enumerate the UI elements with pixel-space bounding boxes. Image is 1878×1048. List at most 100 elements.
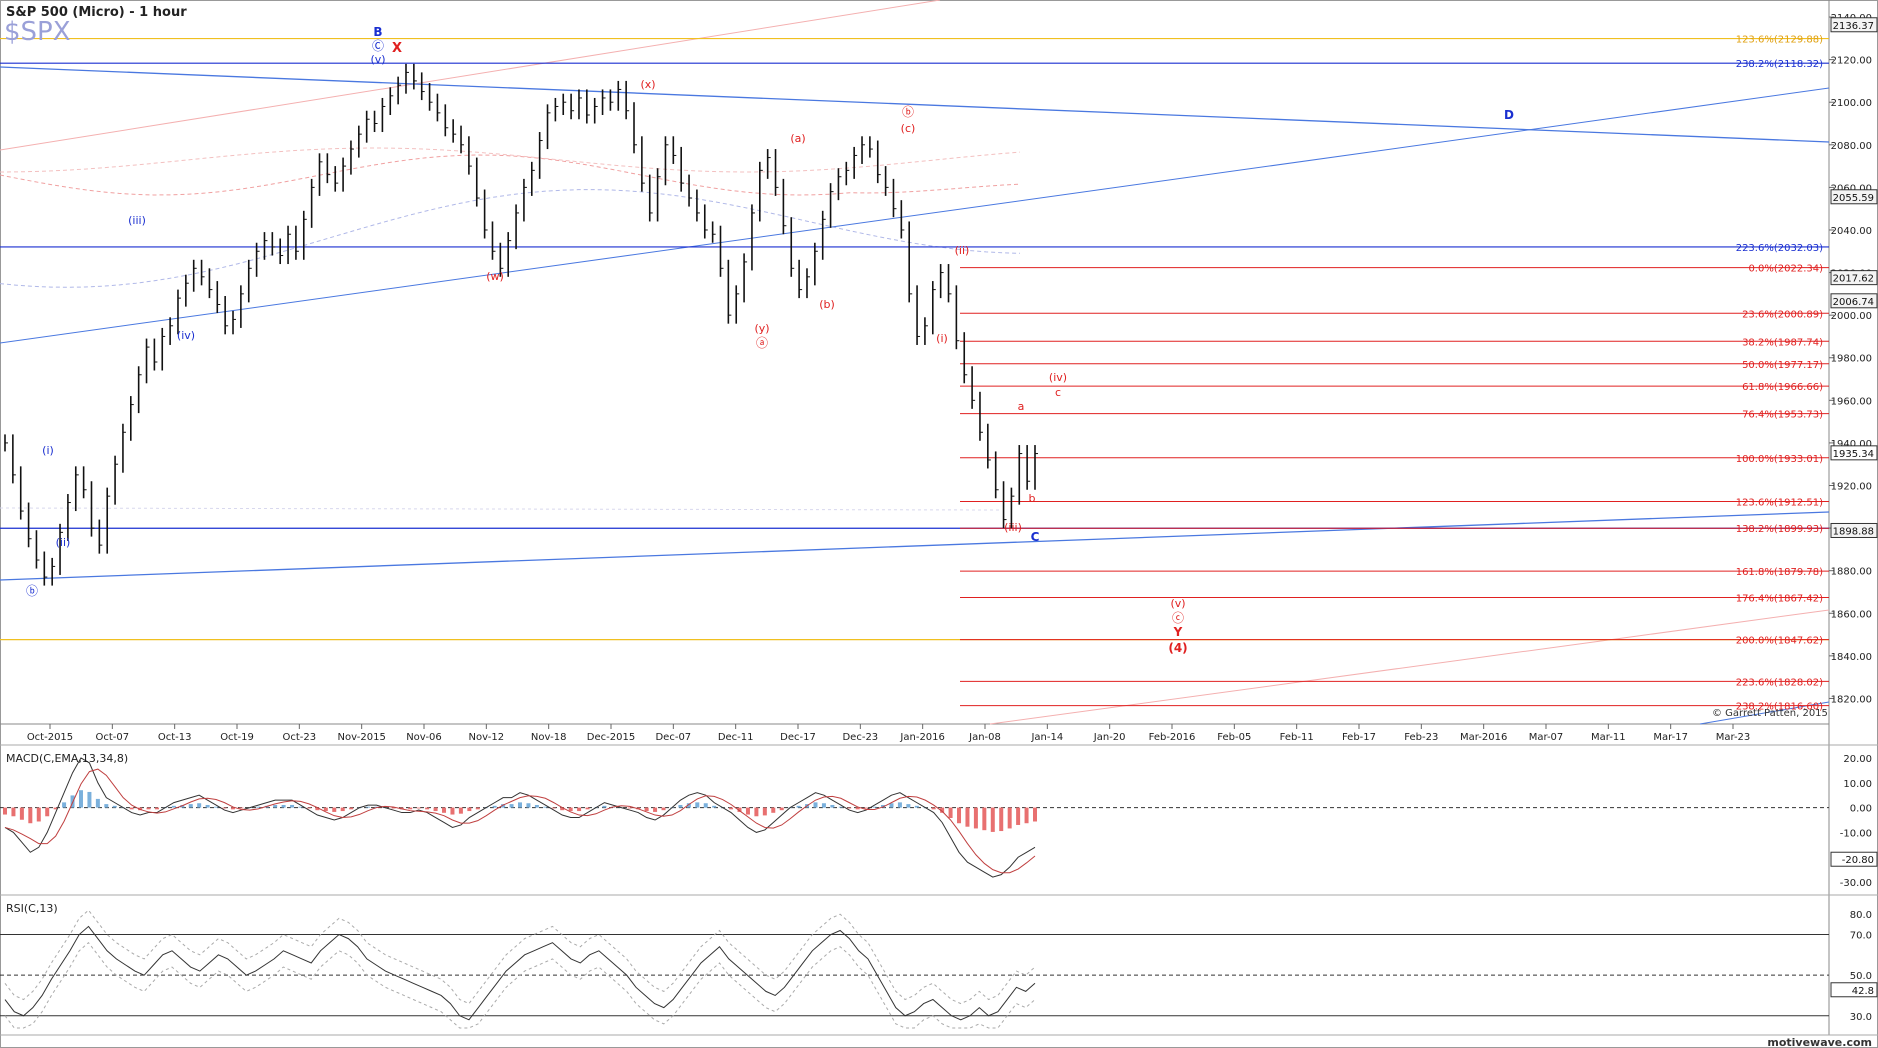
price-axis-tick-label: 2100.00 — [1831, 98, 1872, 109]
macd-histogram-bar — [11, 807, 16, 817]
wave-label: (b) — [819, 298, 835, 311]
price-value-box — [1830, 522, 1878, 538]
price-value-label: 2055.59 — [1833, 193, 1874, 204]
macd-histogram-bar — [551, 807, 556, 809]
price-axis-tick-label: 1820.00 — [1831, 694, 1872, 705]
time-axis-tick-label: Feb-05 — [1217, 732, 1251, 743]
macd-histogram-bar — [230, 807, 235, 810]
macd-histogram-bar — [129, 807, 134, 810]
price-axis-tick-label: 2060.00 — [1831, 183, 1872, 194]
macd-histogram-bar — [222, 807, 227, 809]
time-axis-tick-label: Mar-07 — [1529, 732, 1564, 743]
time-axis-tick-label: Oct-2015 — [27, 732, 73, 743]
faint-trendline — [0, 0, 941, 151]
macd-histogram-bar — [712, 805, 717, 808]
macd-histogram-bar — [332, 807, 337, 812]
time-axis-tick-label: Dec-07 — [655, 732, 691, 743]
macd-histogram-bar — [180, 804, 185, 808]
macd-histogram-bar — [813, 802, 818, 808]
red-fib-level-label: 23.6%(2000.89) — [1742, 309, 1823, 320]
rsi-label: RSI(C,13) — [6, 902, 58, 915]
macd-histogram-bar — [171, 805, 176, 808]
macd-histogram-bar — [999, 807, 1004, 832]
time-axis-tick-label: Feb-23 — [1404, 732, 1438, 743]
macd-histogram-bar — [754, 807, 759, 817]
red-fib-level-label: 238.2%(1816.60) — [1736, 702, 1823, 713]
time-axis-tick-label: Mar-11 — [1591, 732, 1626, 743]
macd-histogram-bar — [965, 807, 970, 827]
macd-histogram-bar — [568, 807, 573, 812]
macd-histogram-bar — [973, 807, 978, 829]
wave-label: (y) — [754, 322, 769, 335]
macd-histogram-bar — [273, 804, 278, 808]
moving-average-curve — [0, 154, 1021, 196]
wave-label: (iii) — [128, 214, 146, 227]
macd-histogram-bar — [830, 804, 835, 808]
macd-histogram-bar — [19, 807, 24, 820]
wave-label: D — [1504, 108, 1514, 122]
wave-label: (iv) — [1049, 371, 1067, 384]
macd-histogram-bar — [1024, 807, 1029, 824]
rsi-value-label: 42.8 — [1852, 986, 1874, 997]
price-axis-tick-label: 2040.00 — [1831, 226, 1872, 237]
blue-fib-level-label: 238.2%(2118.32) — [1736, 59, 1823, 70]
price-value-box — [1830, 270, 1878, 286]
time-axis-tick-label: Mar-17 — [1653, 732, 1688, 743]
macd-histogram-bar — [28, 807, 33, 824]
red-fib-level-label: 138.2%(1899.93) — [1736, 524, 1823, 535]
lower-trendline — [0, 511, 1830, 581]
wave-label: C — [1031, 530, 1040, 544]
time-axis-tick-label: Nov-06 — [406, 732, 442, 743]
macd-histogram-bar — [205, 804, 210, 808]
price-axis-tick-label: 1880.00 — [1831, 567, 1872, 578]
price-axis-tick-label: 1960.00 — [1831, 396, 1872, 407]
macd-histogram-bar — [982, 807, 987, 831]
red-fib-level-label: 176.4%(1867.42) — [1736, 593, 1823, 604]
moving-average-curve — [0, 189, 1021, 288]
wave-label: (4) — [1168, 641, 1187, 655]
red-fib-level-label: 50.0%(1977.17) — [1742, 360, 1823, 371]
time-axis-tick-label: Dec-2015 — [587, 732, 635, 743]
macd-axis-tick-label: 10.00 — [1843, 779, 1872, 790]
red-fib-level-label: 123.6%(1912.51) — [1736, 497, 1823, 508]
red-fib-level-label: 100.0%(1933.01) — [1736, 454, 1823, 465]
macd-histogram-bar — [914, 805, 919, 808]
macd-histogram-bar — [408, 807, 413, 810]
wave-label: (iv) — [177, 329, 195, 342]
rsi-axis-tick-label: 50.0 — [1850, 971, 1872, 982]
macd-line — [4, 757, 1036, 878]
time-axis-tick-label: Feb-11 — [1280, 732, 1314, 743]
macd-histogram-bar — [450, 807, 455, 815]
macd-histogram-bar — [821, 803, 826, 808]
copyright-text: © Garrett Patten, 2015 — [1712, 708, 1828, 719]
red-fib-level-label: 0.0%(2022.34) — [1748, 264, 1823, 275]
faint-trendline — [0, 507, 1001, 511]
wave-label: (c) — [901, 122, 916, 135]
macd-histogram-bar — [306, 807, 311, 809]
macd-histogram-bar — [602, 805, 607, 808]
price-axis-tick-label: 2080.00 — [1831, 141, 1872, 152]
red-fib-level-label: 38.2%(1987.74) — [1742, 337, 1823, 348]
macd-histogram-bar — [847, 807, 852, 809]
rsi-value-box — [1830, 982, 1878, 998]
faint-trendline — [989, 609, 1830, 725]
rising-trendline — [0, 87, 1830, 344]
macd-histogram-bar — [197, 803, 202, 808]
macd-histogram-bar — [940, 807, 945, 813]
macd-histogram-bar — [239, 807, 244, 809]
red-fib-level-label: 61.8%(1966.66) — [1742, 382, 1823, 393]
time-axis-tick-label: Dec-23 — [842, 732, 878, 743]
macd-histogram-bar — [433, 807, 438, 812]
macd-histogram-bar — [948, 807, 953, 819]
macd-histogram-bar — [534, 804, 539, 808]
macd-label: MACD(C,EMA,13,34,8) — [6, 752, 128, 765]
time-axis-tick-label: Jan-14 — [1030, 732, 1063, 743]
time-axis-tick-label: Jan-20 — [1093, 732, 1126, 743]
macd-histogram-bar — [889, 803, 894, 808]
rsi-band-upper — [4, 909, 1036, 1005]
brand-watermark: motivewave.com — [1767, 1036, 1872, 1048]
wave-label: ⓑ — [902, 105, 914, 119]
time-axis-tick-label: Mar-23 — [1716, 732, 1751, 743]
